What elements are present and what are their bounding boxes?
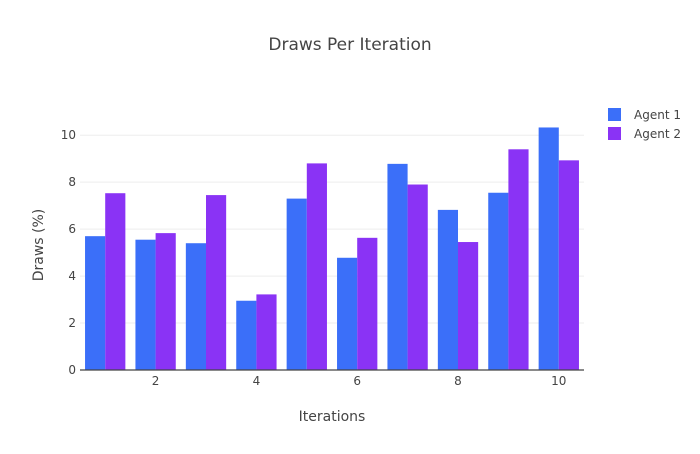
- bar-series-1-x-2: [135, 239, 156, 370]
- bar-series-2-x-8: [458, 242, 479, 370]
- bar-series-1-x-4: [236, 300, 257, 370]
- bar-series-1-x-9: [488, 192, 509, 370]
- bar-series-1-x-8: [437, 209, 458, 370]
- bar-series-2-x-3: [206, 195, 227, 370]
- bar-series-2-x-2: [155, 233, 176, 370]
- bar-series-1-x-10: [538, 127, 559, 370]
- y-tick-label: 0: [68, 363, 76, 377]
- x-tick-label: 4: [253, 374, 261, 388]
- axes: 0 2 4 6 8 10 2 4 6 8 10: [61, 128, 584, 388]
- y-tick-label: 8: [68, 175, 76, 189]
- x-axis-title: Iterations: [299, 409, 366, 425]
- bar-series-2-x-9: [508, 149, 529, 370]
- bar-series-2-x-4: [256, 294, 277, 370]
- x-tick-label: 2: [152, 374, 160, 388]
- legend: Agent 1 Agent 2: [608, 108, 681, 141]
- bar-series-2-x-6: [357, 237, 378, 370]
- legend-swatch-1[interactable]: [608, 108, 621, 121]
- y-tick-label: 4: [68, 269, 76, 283]
- bar-series-2-x-5: [306, 163, 327, 370]
- chart-title: Draws Per Iteration: [268, 35, 431, 55]
- y-tick-label: 2: [68, 316, 76, 330]
- y-tick-label: 6: [68, 222, 76, 236]
- y-axis-title: Draws (%): [31, 209, 47, 282]
- bar-series-1-x-1: [85, 236, 106, 370]
- bar-series-2-x-7: [407, 184, 428, 370]
- bar-series-1-x-7: [387, 163, 408, 370]
- x-tick-label: 8: [454, 374, 462, 388]
- legend-label-2[interactable]: Agent 2: [634, 127, 681, 141]
- bar-series-1-x-5: [286, 198, 307, 370]
- bar-series-2-x-10: [558, 160, 579, 370]
- x-tick-label: 6: [353, 374, 361, 388]
- bar-series-1-x-6: [337, 257, 358, 370]
- bars: [85, 127, 579, 370]
- y-tick-label: 10: [61, 128, 76, 142]
- legend-swatch-2[interactable]: [608, 127, 621, 140]
- bar-series-1-x-3: [185, 243, 206, 370]
- x-tick-label: 10: [551, 374, 566, 388]
- legend-label-1[interactable]: Agent 1: [634, 108, 681, 122]
- bar-series-2-x-1: [105, 193, 126, 370]
